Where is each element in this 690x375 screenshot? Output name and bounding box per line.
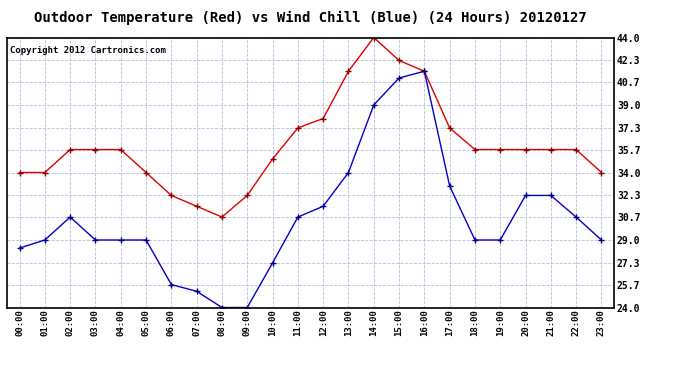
- Text: Outdoor Temperature (Red) vs Wind Chill (Blue) (24 Hours) 20120127: Outdoor Temperature (Red) vs Wind Chill …: [34, 11, 587, 26]
- Text: Copyright 2012 Cartronics.com: Copyright 2012 Cartronics.com: [10, 46, 166, 55]
